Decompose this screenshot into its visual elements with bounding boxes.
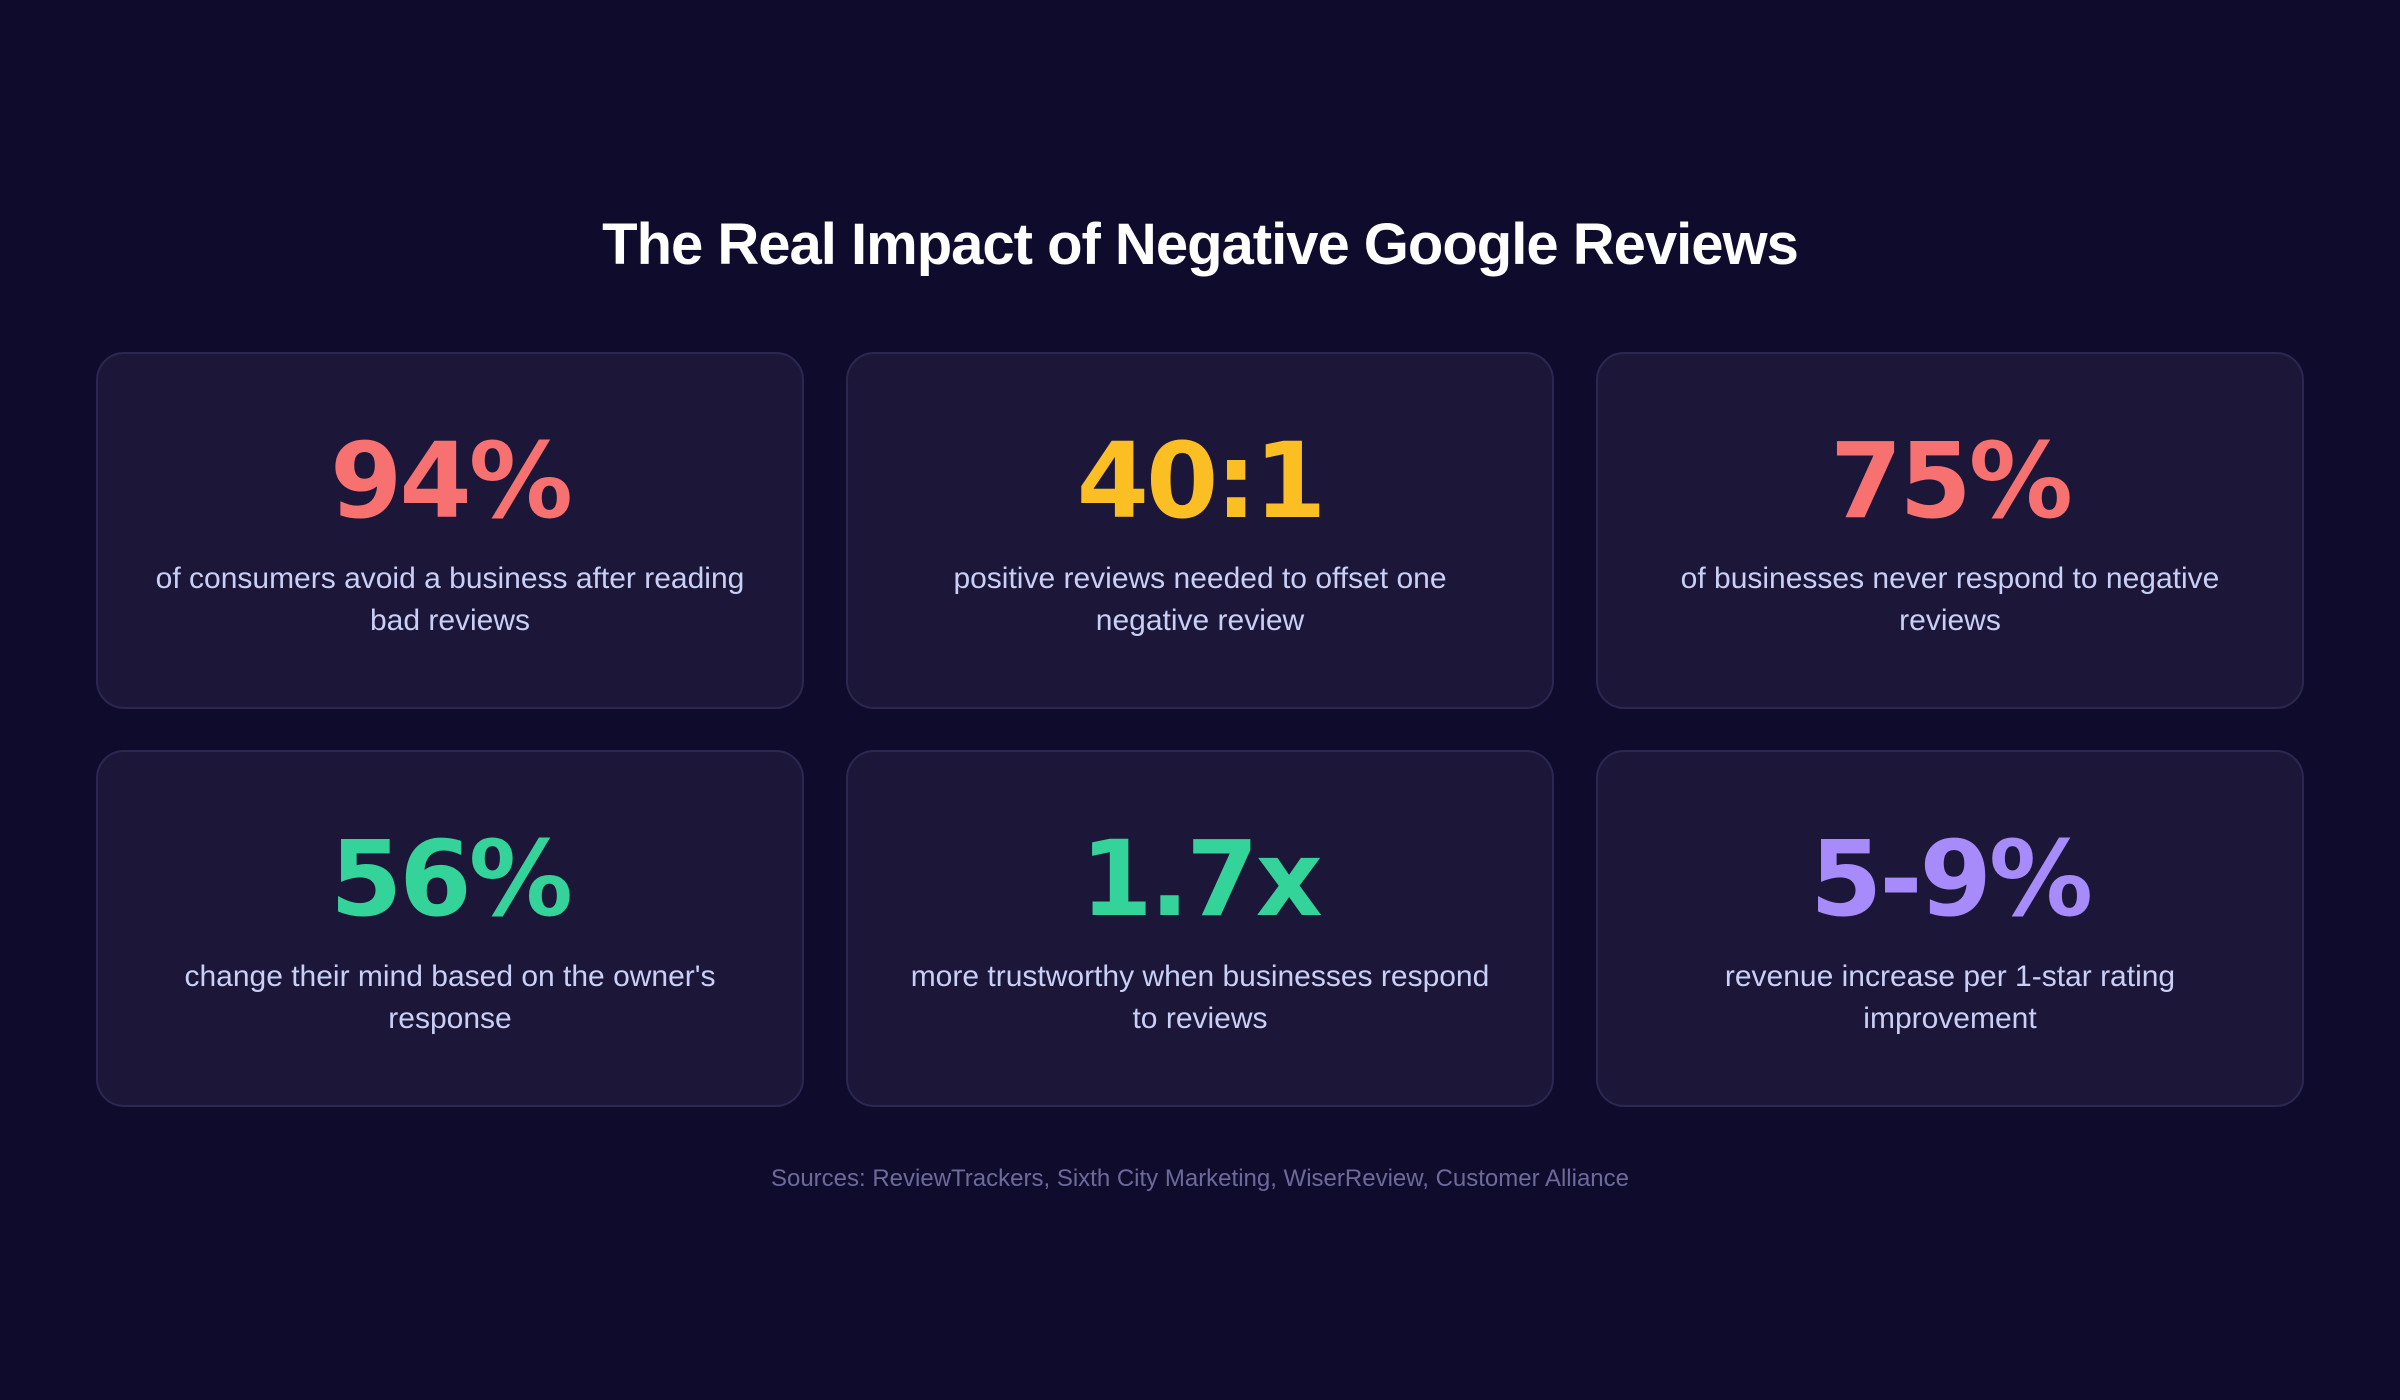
stat-description: revenue increase per 1-star rating impro…: [1724, 960, 2176, 1035]
stat-description: positive reviews needed to offset one ne…: [953, 562, 1447, 637]
stat-card-never-respond: 75% of businesses never respond to negat…: [1596, 352, 2304, 709]
stat-description: more trustworthy when businesses respond…: [910, 960, 1490, 1035]
stat-value: 94%: [330, 420, 573, 542]
sources-footnote: Sources: ReviewTrackers, Sixth City Mark…: [770, 1165, 1630, 1192]
stat-card-consumers-avoid: 94% of consumers avoid a business after …: [96, 352, 804, 709]
stat-value: 5-9%: [1809, 818, 2093, 940]
stat-value: 56%: [330, 818, 573, 940]
stats-grid: 94% of consumers avoid a business after …: [96, 352, 2304, 1107]
stat-card-positive-ratio: 40:1 positive reviews needed to offset o…: [846, 352, 1554, 709]
stat-description: change their mind based on the owner's r…: [184, 960, 716, 1035]
stat-description: of businesses never respond to negative …: [1680, 562, 2220, 637]
page-title: The Real Impact of Negative Google Revie…: [602, 212, 1799, 277]
stat-card-revenue-increase: 5-9% revenue increase per 1-star rating …: [1596, 750, 2304, 1107]
stat-card-change-mind: 56% change their mind based on the owner…: [96, 750, 804, 1107]
stat-value: 75%: [1830, 420, 2073, 542]
stat-value: 40:1: [1076, 420, 1327, 542]
stat-card-trustworthy: 1.7x more trustworthy when businesses re…: [846, 750, 1554, 1107]
stat-value: 1.7x: [1080, 818, 1322, 940]
stat-description: of consumers avoid a business after read…: [155, 562, 745, 637]
